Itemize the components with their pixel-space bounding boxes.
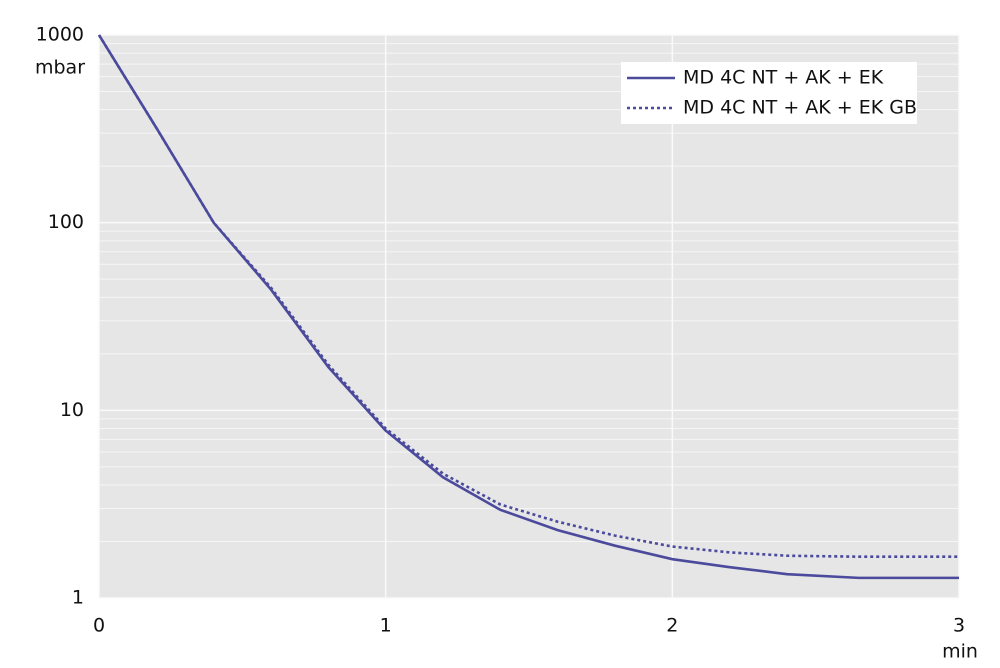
y-tick-label: 100 [48,211,84,233]
y-tick-label: 1000 [36,24,84,46]
y-axis-label: mbar [35,57,85,79]
line [97,34,959,558]
legend-label: MD 4C NT + AK + EK GB [683,97,917,119]
legend [621,62,917,124]
x-tick-label: 0 [93,615,105,637]
y-tick-label: 10 [60,399,84,421]
line [97,34,959,580]
x-tick-label: 3 [953,615,965,637]
y-tick-label: 1 [72,587,84,609]
legend-label: MD 4C NT + AK + EK [683,67,884,89]
x-axis-label: min [942,641,978,663]
x-tick-label: 2 [666,615,678,637]
plot-area [99,35,959,598]
x-tick-label: 1 [380,615,392,637]
